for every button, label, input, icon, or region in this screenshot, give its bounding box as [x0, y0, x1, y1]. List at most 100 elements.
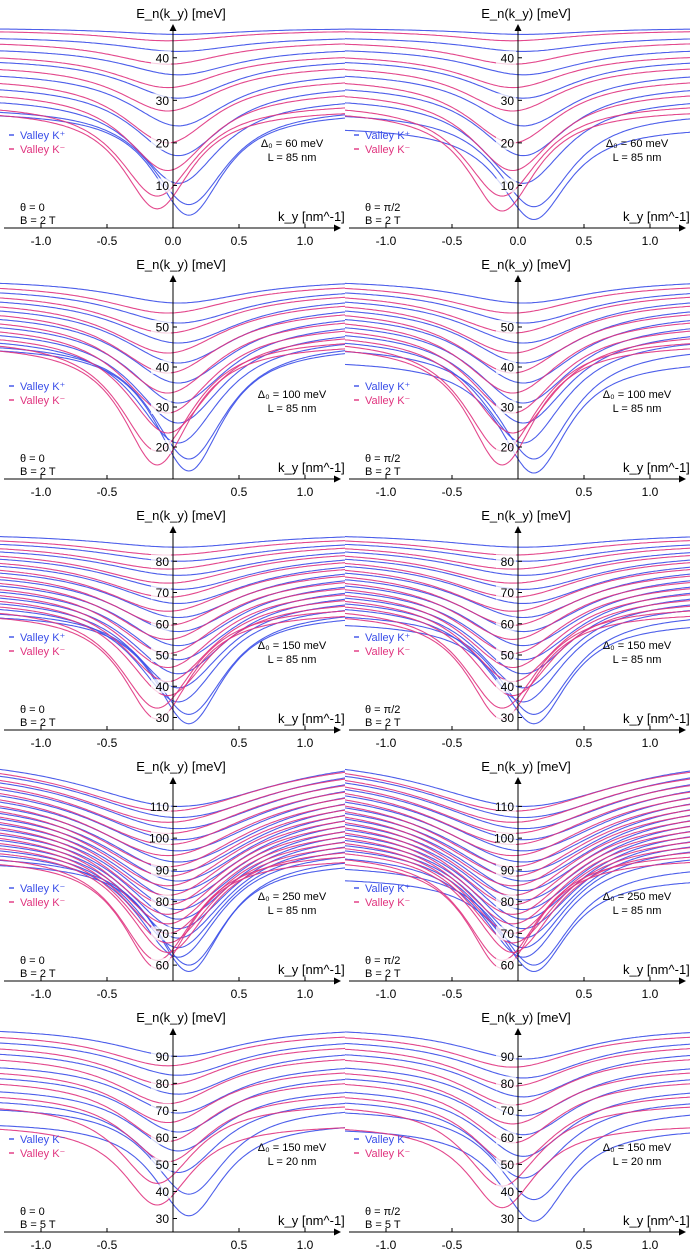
y-tick-backdrop	[151, 1157, 171, 1172]
y-tick-label: 50	[501, 321, 515, 335]
x-axis-arrow-icon	[679, 977, 686, 985]
chart-svg: E_n(k_y) [meV] k_y [nm^-1] -1.0 -0.5 0.5 1.0 3…	[345, 508, 690, 750]
param-field: B = 2 T	[20, 717, 56, 729]
param-delta0: Δ₀ = 150 meV	[258, 1142, 327, 1154]
y-tick-label: 40	[156, 361, 170, 375]
y-axis-arrow-icon	[514, 526, 522, 533]
x-tick-label: -0.5	[442, 485, 463, 499]
y-axis-arrow-icon	[169, 777, 177, 784]
chart-svg: E_n(k_y) [meV] k_y [nm^-1] -1.0 -0.5 0.5 1.0 2…	[345, 257, 690, 499]
y-tick-label: 50	[501, 1158, 515, 1172]
x-tick-label: -0.5	[442, 736, 463, 750]
legend-entry: Valley K⁻	[365, 395, 411, 407]
param-delta0: Δ₀ = 60 meV	[261, 138, 324, 150]
param-field: B = 5 T	[365, 1219, 401, 1231]
chart-svg: E_n(k_y) [meV] k_y [nm^-1] -1.0 -0.5 0.5 1.0 3…	[345, 1010, 690, 1252]
y-tick-label: 60	[156, 959, 170, 973]
y-tick-backdrop	[151, 1049, 171, 1064]
chart-panel: E_n(k_y) [meV] k_y [nm^-1] -1.0 -0.5 0.5 1.0 2…	[345, 251, 690, 502]
y-tick-backdrop	[496, 799, 516, 814]
x-tick-label: 1.0	[297, 987, 314, 1001]
y-axis-arrow-icon	[169, 1028, 177, 1035]
chart-svg: E_n(k_y) [meV] k_y [nm^-1] -1.0 -0.5 0.5 1.0 3…	[0, 508, 345, 750]
param-field: B = 2 T	[365, 466, 401, 478]
x-tick-label: -1.0	[376, 987, 397, 1001]
y-tick-backdrop	[496, 135, 516, 150]
x-axis-label: k_y [nm^-1]	[623, 962, 690, 977]
y-tick-backdrop	[496, 1157, 516, 1172]
x-axis-arrow-icon	[679, 1228, 686, 1236]
y-tick-backdrop	[496, 1049, 516, 1064]
y-axis-label: E_n(k_y) [meV]	[481, 759, 571, 774]
y-tick-backdrop	[496, 1211, 516, 1226]
param-length: L = 20 nm	[613, 1156, 662, 1168]
legend-entry: Valley K⁻	[365, 1148, 411, 1160]
legend-entry: Valley K⁻	[365, 646, 411, 658]
y-tick-backdrop	[151, 894, 171, 909]
chart-panel: E_n(k_y) [meV] k_y [nm^-1] -1.0 -0.5 0.5 1.0 3…	[0, 502, 345, 753]
param-theta: θ = π/2	[365, 1206, 400, 1218]
legend-entry: Valley K⁻	[20, 395, 66, 407]
y-tick-label: 30	[156, 94, 170, 108]
y-tick-label: 10	[501, 179, 515, 193]
y-tick-backdrop	[151, 93, 171, 108]
y-axis-arrow-icon	[169, 275, 177, 282]
param-delta0: Δ₀ = 250 meV	[603, 891, 672, 903]
y-tick-label: 40	[501, 1185, 515, 1199]
y-tick-backdrop	[151, 958, 171, 973]
y-tick-backdrop	[151, 862, 171, 877]
x-axis-label: k_y [nm^-1]	[278, 711, 345, 726]
param-field: B = 2 T	[365, 215, 401, 227]
x-tick-label: -0.5	[97, 485, 118, 499]
y-tick-backdrop	[151, 1211, 171, 1226]
y-tick-backdrop	[496, 585, 516, 600]
x-tick-label: -1.0	[31, 234, 52, 248]
y-tick-label: 80	[156, 1077, 170, 1091]
y-tick-backdrop	[151, 1130, 171, 1145]
x-tick-label: -0.5	[97, 987, 118, 1001]
y-tick-backdrop	[496, 831, 516, 846]
param-field: B = 2 T	[365, 717, 401, 729]
param-length: L = 85 nm	[268, 152, 317, 164]
x-axis-arrow-icon	[334, 224, 341, 232]
x-tick-label: 0.5	[576, 234, 593, 248]
x-tick-label: 1.0	[297, 485, 314, 499]
legend-entry: Valley K⁻	[20, 1148, 66, 1160]
x-tick-label: 0.5	[576, 987, 593, 1001]
x-tick-label: 1.0	[642, 234, 659, 248]
y-tick-label: 110	[495, 800, 514, 814]
chart-panel: E_n(k_y) [meV] k_y [nm^-1] -1.0 -0.5 0.5 1.0 3…	[0, 1004, 345, 1255]
y-tick-label: 40	[501, 361, 515, 375]
y-tick-backdrop	[496, 958, 516, 973]
x-tick-label: 1.0	[642, 485, 659, 499]
param-length: L = 20 nm	[268, 1156, 317, 1168]
legend-entry: Valley K⁻	[20, 1134, 66, 1146]
x-tick-label: -0.5	[97, 736, 118, 750]
y-tick-label: 80	[501, 555, 515, 569]
y-tick-backdrop	[496, 679, 516, 694]
y-tick-label: 90	[501, 863, 515, 877]
y-tick-backdrop	[496, 50, 516, 65]
y-tick-backdrop	[496, 360, 516, 374]
param-field: B = 2 T	[365, 968, 401, 980]
param-field: B = 2 T	[20, 466, 56, 478]
param-length: L = 85 nm	[613, 152, 662, 164]
y-axis-arrow-icon	[514, 275, 522, 282]
y-tick-backdrop	[151, 710, 171, 725]
y-tick-label: 50	[501, 649, 515, 663]
y-axis-label: E_n(k_y) [meV]	[481, 1010, 571, 1025]
y-tick-label: 80	[501, 895, 515, 909]
y-tick-backdrop	[496, 710, 516, 725]
y-tick-backdrop	[151, 648, 171, 662]
y-axis-label: E_n(k_y) [meV]	[136, 257, 226, 272]
chart-panel: E_n(k_y) [meV] k_y [nm^-1] -1.0 -0.5 0.5 1.0 3…	[345, 502, 690, 753]
param-length: L = 85 nm	[268, 654, 317, 666]
legend-entry: Valley K⁺	[365, 883, 411, 895]
y-tick-backdrop	[496, 400, 516, 414]
chart-svg: E_n(k_y) [meV] k_y [nm^-1] -1.0 -0.5 0.0 0.5 1…	[345, 6, 690, 248]
legend-entry: Valley K⁺	[20, 632, 66, 644]
x-tick-label: -1.0	[376, 485, 397, 499]
x-tick-label: -0.5	[442, 1238, 463, 1252]
param-field: B = 2 T	[20, 215, 56, 227]
y-tick-label: 60	[501, 959, 515, 973]
